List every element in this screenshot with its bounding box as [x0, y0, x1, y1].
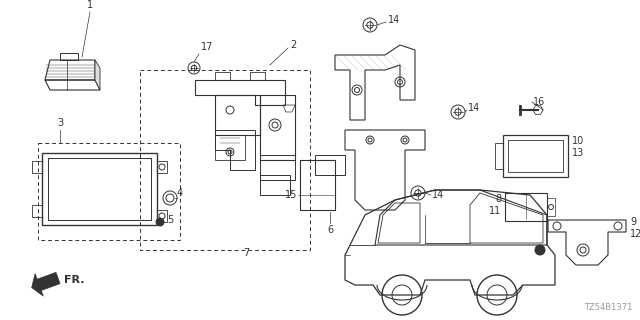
Text: 7: 7 — [243, 248, 249, 258]
Text: 14: 14 — [468, 103, 480, 113]
Text: 15: 15 — [285, 190, 297, 200]
Circle shape — [535, 245, 545, 255]
Text: 17: 17 — [201, 42, 213, 52]
Bar — [140, 70, 310, 250]
Text: 11: 11 — [489, 206, 501, 216]
Text: 9: 9 — [630, 217, 636, 227]
Text: 4: 4 — [177, 188, 183, 198]
Circle shape — [156, 218, 164, 226]
Text: 14: 14 — [388, 15, 400, 25]
Text: 2: 2 — [290, 40, 296, 50]
Text: 12: 12 — [630, 229, 640, 239]
Text: 10: 10 — [572, 136, 584, 146]
Text: 8: 8 — [495, 194, 501, 204]
Bar — [38, 143, 180, 240]
Text: TZ54B1371: TZ54B1371 — [584, 303, 632, 312]
Text: 16: 16 — [533, 97, 545, 107]
Text: 6: 6 — [327, 225, 333, 235]
Polygon shape — [32, 272, 60, 296]
Text: 13: 13 — [572, 148, 584, 158]
Text: 3: 3 — [57, 118, 63, 128]
Text: 14: 14 — [432, 190, 444, 200]
Text: 5: 5 — [167, 215, 173, 225]
Polygon shape — [95, 60, 100, 90]
Text: FR.: FR. — [64, 275, 84, 285]
Text: 1: 1 — [87, 0, 93, 10]
